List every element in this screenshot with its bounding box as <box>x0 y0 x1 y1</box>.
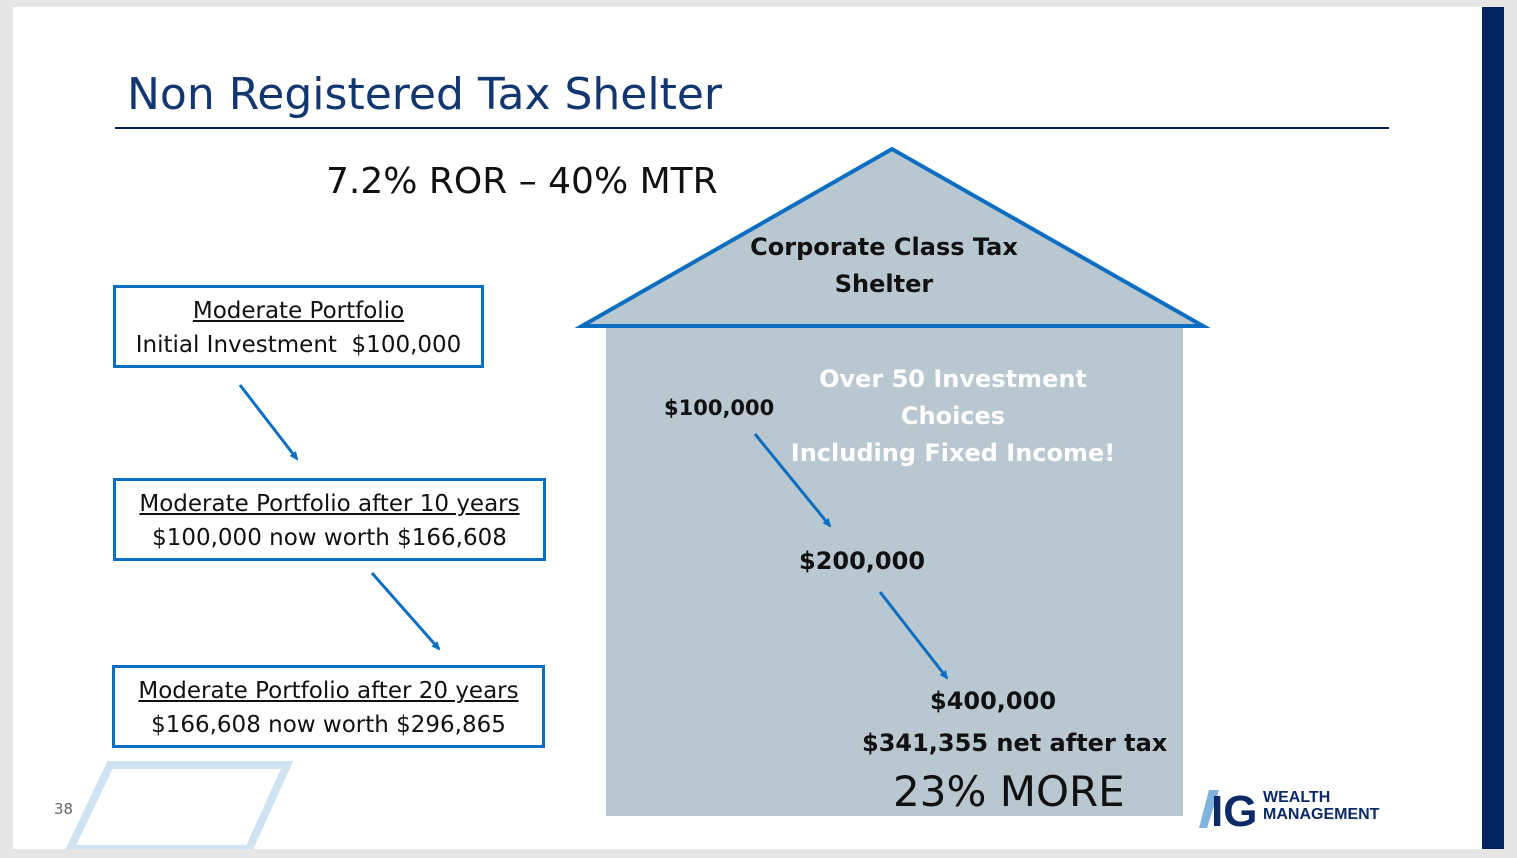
logo-wordmark: WEALTH MANAGEMENT <box>1263 789 1379 823</box>
portfolio-box-initial: Moderate Portfolio Initial Investment $1… <box>113 285 484 368</box>
investment-choices-note: Over 50 Investment Choices Including Fix… <box>768 361 1138 472</box>
box-heading: Moderate Portfolio after 10 years <box>139 491 520 517</box>
arrow-box1-to-box2 <box>238 384 299 461</box>
box-detail: Initial Investment $100,000 <box>135 332 462 358</box>
box-heading: Moderate Portfolio <box>192 298 405 324</box>
decorative-parallelogram <box>65 761 294 849</box>
note-line2: Including Fixed Income! <box>790 439 1116 467</box>
box-detail: $100,000 now worth $166,608 <box>152 525 507 551</box>
house-roof <box>574 146 1211 328</box>
logo-accent-shape <box>1199 790 1219 828</box>
slide: Non Registered Tax Shelter 7.2% ROR – 40… <box>13 7 1504 849</box>
arrow-200k-to-400k <box>878 591 949 680</box>
roof-title-line1: Corporate Class Tax <box>750 233 1018 261</box>
portfolio-box-10-years: Moderate Portfolio after 10 years $100,0… <box>113 478 546 561</box>
box-detail: $166,608 now worth $296,865 <box>151 712 506 738</box>
portfolio-box-20-years: Moderate Portfolio after 20 years $166,6… <box>112 665 545 748</box>
house-roof-title: Corporate Class Tax Shelter <box>748 229 1020 303</box>
box-heading: Moderate Portfolio after 20 years <box>138 678 519 704</box>
logo-line1: WEALTH <box>1263 789 1331 806</box>
amount-doubled: $200,000 <box>799 547 926 575</box>
ig-wealth-logo: IG <box>1199 787 1257 832</box>
result-more: 23% MORE <box>893 767 1125 816</box>
house-diagram <box>65 146 1211 849</box>
slide-title: Non Registered Tax Shelter <box>127 69 722 120</box>
house-body <box>606 327 1183 816</box>
right-accent-bar <box>1482 7 1504 849</box>
net-after-tax: $341,355 net after tax <box>862 729 1168 757</box>
logo-mark: IG <box>1211 787 1257 832</box>
arrow-100k-to-200k <box>753 433 832 528</box>
roof-title-line2: Shelter <box>834 270 934 298</box>
logo-line2: MANAGEMENT <box>1263 806 1380 823</box>
page-number: 38 <box>54 800 74 818</box>
arrow-box2-to-box3 <box>370 572 441 651</box>
note-line1: Over 50 Investment Choices <box>819 365 1087 430</box>
amount-final: $400,000 <box>930 687 1057 715</box>
amount-initial: $100,000 <box>664 396 775 420</box>
rate-subtitle: 7.2% ROR – 40% MTR <box>326 161 718 202</box>
title-underline-rule <box>115 127 1389 129</box>
